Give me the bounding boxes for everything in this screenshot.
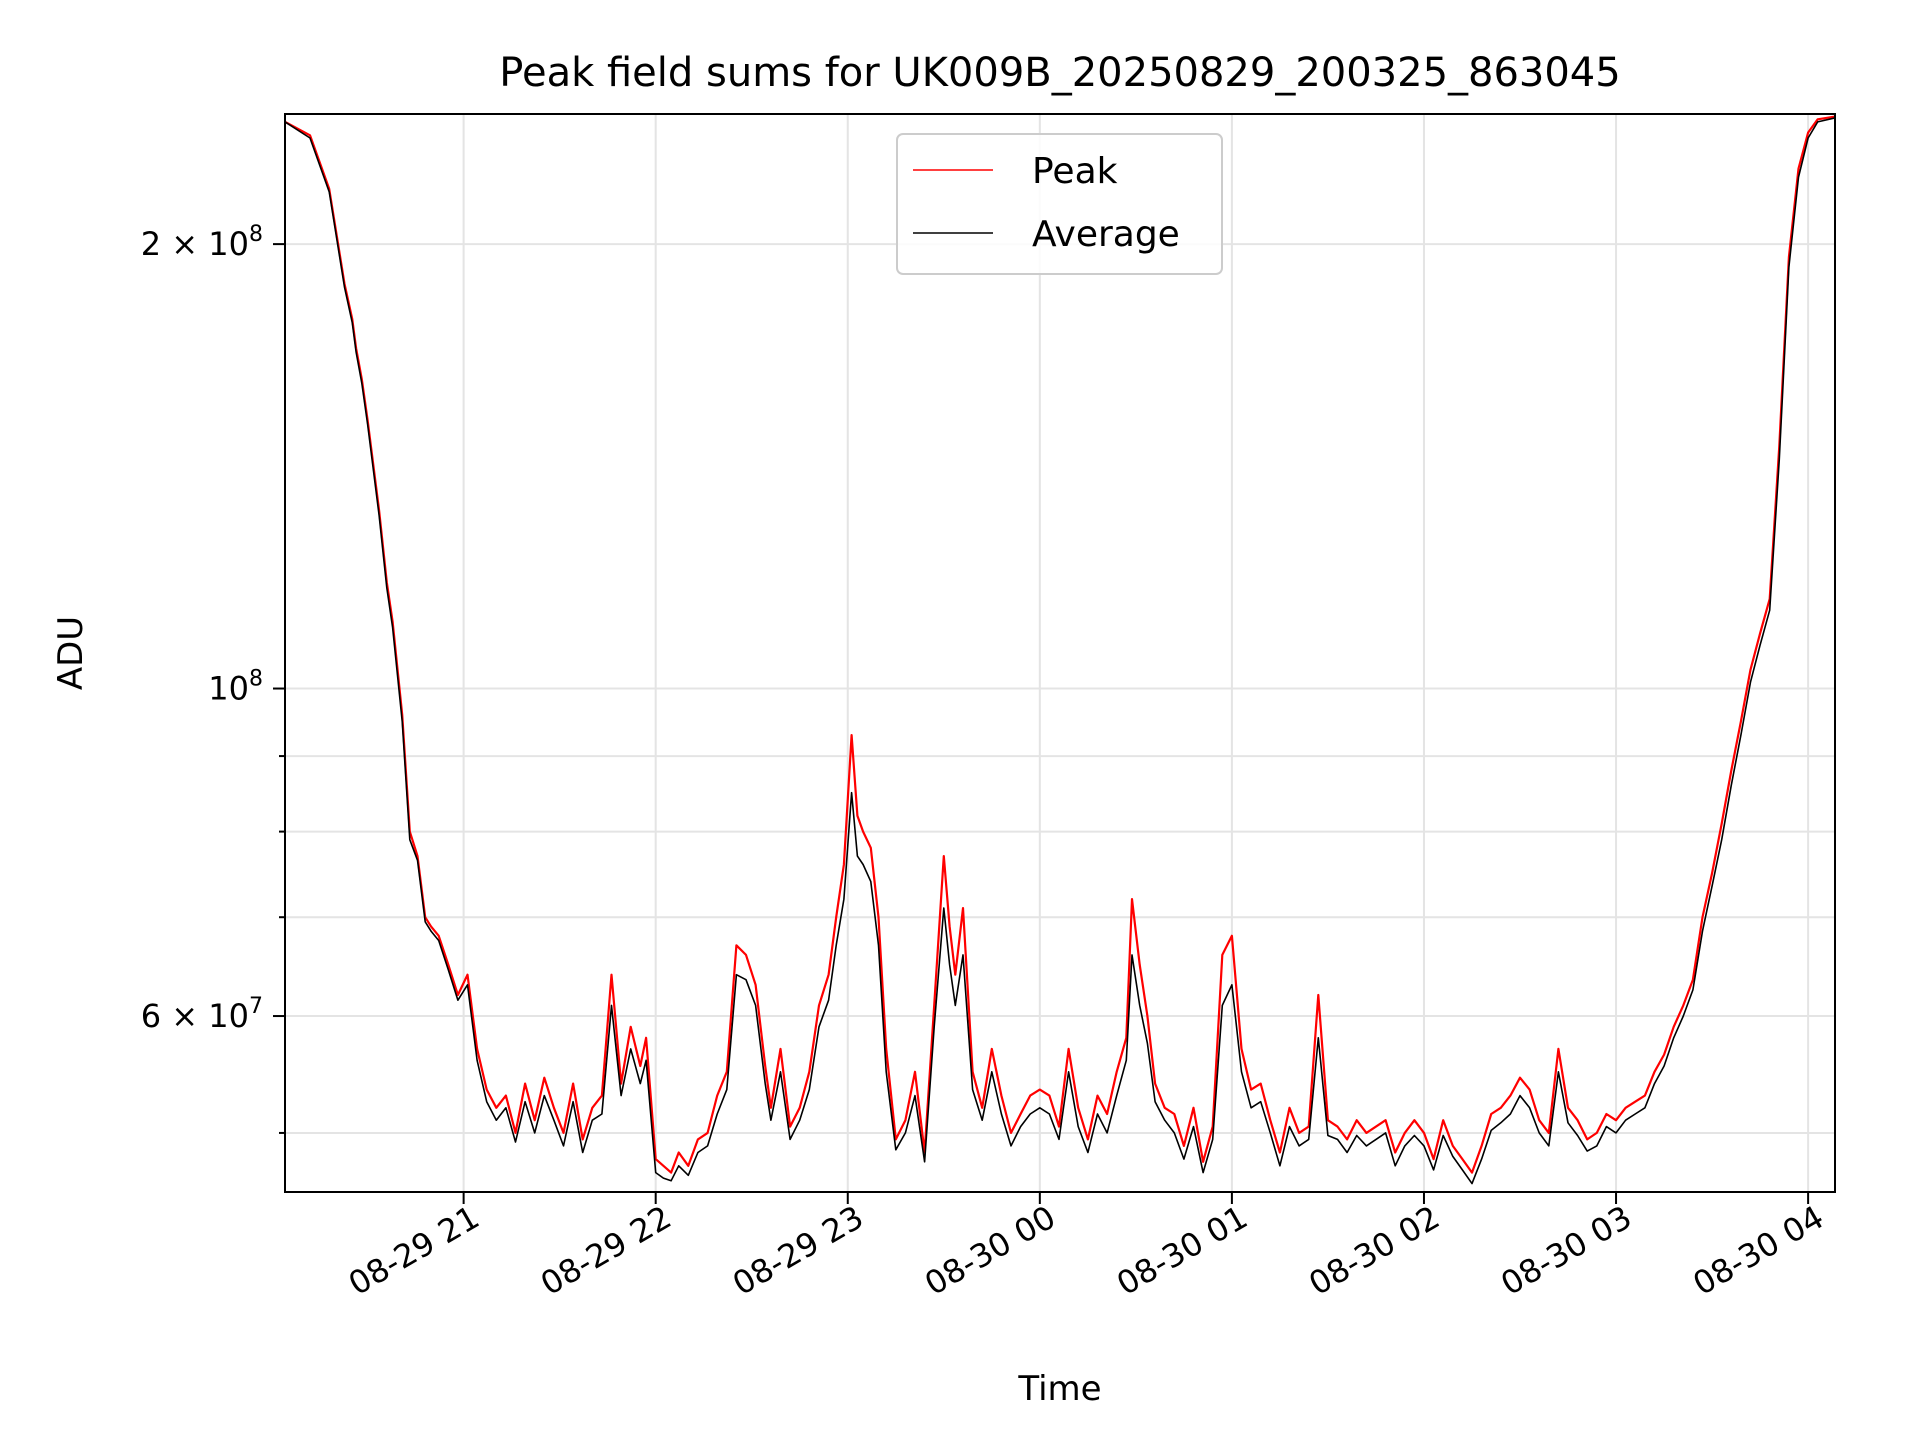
y-tick-exponent: 7 (249, 994, 263, 1019)
x-tick-label: 08-29 23 (726, 1198, 870, 1303)
x-axis-ticks: 08-29 21 08-29 22 08-29 23 08-30 00 08-30 01… (342, 1192, 1830, 1303)
legend: Peak Average (896, 133, 1223, 275)
y-tick-times: × 10 (161, 225, 249, 263)
y-tick-mantissa: 2 (141, 225, 161, 263)
x-tick-label: 08-30 00 (918, 1198, 1062, 1303)
x-tick-label: 08-30 04 (1687, 1198, 1831, 1303)
x-tick-label: 08-30 01 (1110, 1198, 1254, 1303)
y-tick-exponent: 8 (249, 222, 263, 247)
x-tick-label: 08-29 21 (342, 1198, 486, 1303)
y-tick-base: 10 (208, 670, 249, 708)
x-tick-label: 08-30 02 (1302, 1198, 1446, 1303)
y-tick-mantissa: 6 (141, 997, 161, 1035)
series-line-average (285, 117, 1835, 1185)
y-tick-times: × 10 (161, 997, 249, 1035)
series-lines (285, 115, 1835, 1185)
legend-label-peak: Peak (1032, 151, 1118, 192)
legend-box (896, 133, 1223, 275)
plot-frame (284, 113, 1836, 1193)
x-axis-label: Time (1017, 1369, 1101, 1409)
grid (285, 114, 1835, 1192)
legend-label-average: Average (1032, 214, 1180, 255)
y-tick-label: 108 (208, 667, 263, 708)
series-line-peak (285, 115, 1835, 1174)
y-tick-label: 6 × 107 (141, 994, 263, 1035)
y-tick-exponent: 8 (249, 667, 263, 692)
chart-title: Peak field sums for UK009B_20250829_2003… (499, 50, 1620, 96)
x-tick-label: 08-29 22 (534, 1198, 678, 1303)
y-axis-label: ADU (51, 616, 91, 690)
x-tick-label: 08-30 03 (1494, 1198, 1638, 1303)
y-tick-label: 2 × 108 (141, 222, 263, 263)
